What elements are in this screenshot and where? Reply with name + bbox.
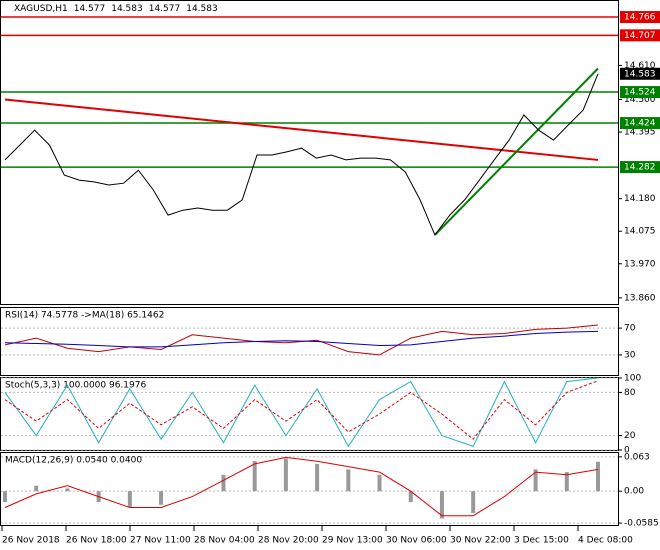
y-tick-label: 14.180: [624, 194, 656, 204]
y-tick-label: 100: [624, 374, 641, 384]
histogram-bar: [221, 474, 226, 492]
level-box: [620, 11, 660, 24]
x-tick-label: 29 Nov 13:00: [322, 536, 383, 546]
y-tick-label: 14.610: [624, 61, 656, 71]
histogram-bar: [377, 474, 382, 492]
level-label: 14.583: [624, 69, 656, 79]
level-label: 14.524: [624, 88, 656, 98]
y-tick-label: 14.500: [624, 95, 656, 105]
histogram-bar: [65, 488, 70, 492]
indicator-title: MACD(12,26,9) 0.0540 0.0400: [5, 456, 142, 466]
symbol: XAGUSD,H1: [14, 4, 68, 14]
histogram-bar: [596, 461, 600, 492]
x-tick-label: 3 Dec 15:00: [514, 536, 569, 546]
x-tick-label: 28 Nov 04:00: [194, 536, 255, 546]
level-box: [620, 161, 660, 174]
indicator-title: RSI(14) 74.5778 ->MA(18) 65.1462: [5, 311, 164, 321]
y-tick-label: 0: [624, 446, 630, 456]
level-box: [620, 67, 660, 80]
y-tick-label: 14.395: [624, 128, 656, 138]
macd-panel: [0, 452, 619, 526]
histogram-bar: [346, 469, 351, 492]
histogram-bar: [408, 491, 413, 503]
histogram-bar: [315, 463, 320, 492]
indicator-title: Stoch(5,3,3) 100.0000 96.1976: [5, 381, 146, 391]
histogram-bar: [159, 491, 164, 505]
level-box: [620, 117, 660, 130]
x-tick-label: 30 Nov 22:00: [450, 536, 511, 546]
level-box: [620, 86, 660, 99]
ohlc-value: 14.583: [186, 4, 218, 14]
series-line: [4, 380, 599, 440]
x-tick-label: 27 Nov 11:00: [130, 536, 191, 546]
ohlc-value: 14.577: [74, 4, 106, 14]
level-label: 14.282: [624, 163, 656, 173]
histogram-bar: [533, 469, 538, 492]
histogram-bar: [471, 491, 476, 513]
histogram-bar: [439, 491, 444, 519]
series-line: [4, 330, 599, 348]
x-tick-label: 26 Nov 18:00: [66, 536, 127, 546]
ohlc-value: 14.577: [149, 4, 181, 14]
series-line: [4, 73, 599, 236]
level-label: 14.707: [624, 31, 656, 41]
level-label: 14.424: [624, 119, 656, 129]
histogram-bar: [252, 461, 257, 492]
histogram-bar: [3, 491, 7, 503]
trend-line: [4, 98, 599, 161]
y-tick-label: 14.075: [624, 227, 656, 237]
chart-header: XAGUSD,H1 14.577 14.583 14.577 14.583: [14, 4, 218, 14]
y-tick-label: 13.970: [624, 259, 656, 269]
trend-line: [434, 67, 599, 236]
y-tick-label: -0.0585: [624, 519, 659, 529]
y-tick-label: 0.00: [624, 487, 644, 497]
y-tick-label: 80: [624, 388, 636, 398]
x-tick-label: 26 Nov 2018: [2, 536, 60, 546]
histogram-bar: [34, 485, 39, 492]
y-tick-label: 70: [624, 324, 636, 334]
x-tick-label: 30 Nov 06:00: [386, 536, 447, 546]
x-tick-label: 28 Nov 20:00: [258, 536, 319, 546]
series-line: [4, 456, 599, 517]
ohlc-value: 14.583: [111, 4, 143, 14]
histogram-bar: [283, 458, 288, 492]
series-line: [4, 377, 599, 448]
level-label: 14.766: [624, 13, 656, 23]
y-tick-label: 0.063: [624, 452, 650, 462]
y-tick-label: 20: [624, 431, 636, 441]
level-box: [620, 29, 660, 42]
histogram-bar: [564, 472, 569, 492]
histogram-bar: [127, 491, 132, 508]
x-tick-label: 4 Dec 08:00: [578, 536, 633, 546]
y-tick-label: 30: [624, 350, 636, 360]
y-tick-label: 13.860: [624, 293, 656, 303]
